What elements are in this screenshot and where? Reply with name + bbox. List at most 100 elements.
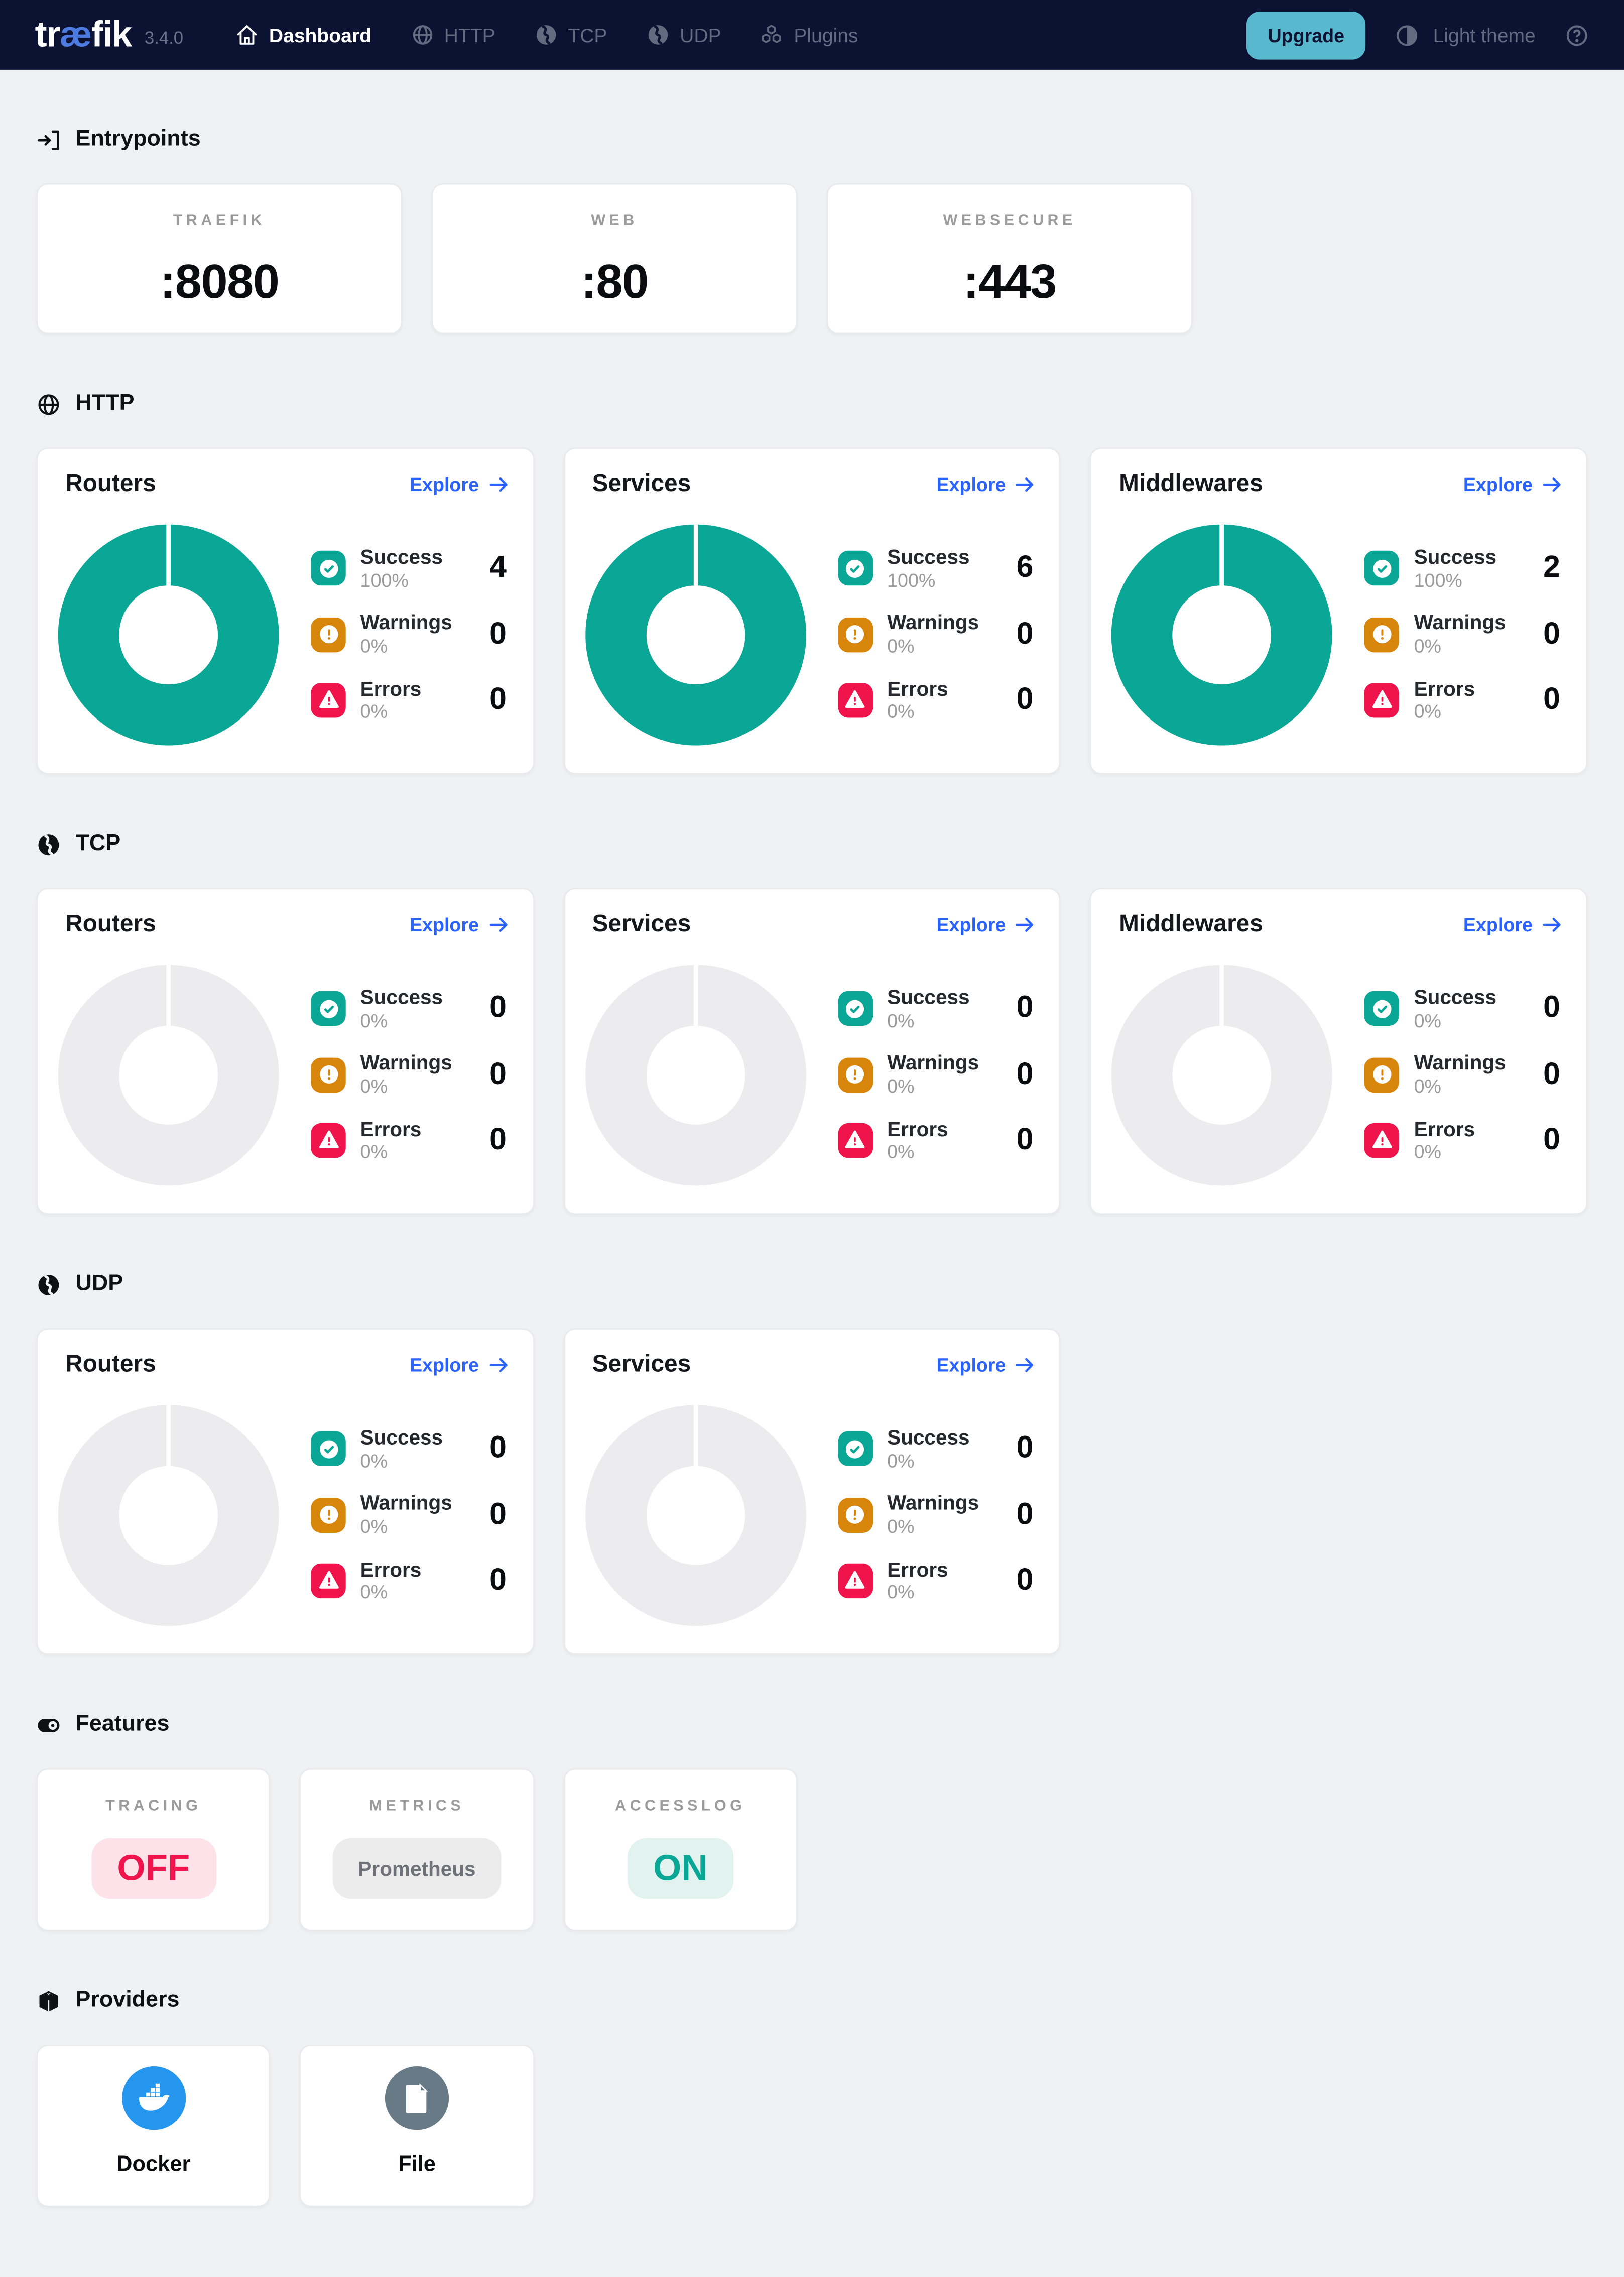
stat-percent: 0% — [360, 1009, 388, 1031]
stat-percent: 0% — [1414, 1140, 1442, 1162]
entrypoints-header: Entrypoints — [36, 127, 1588, 153]
stat-label: Errors — [1414, 676, 1475, 700]
arrow-right-icon — [1543, 917, 1561, 932]
entrypoint-name: WEB — [591, 212, 638, 230]
stat-errors: Errors 0% 0 — [837, 1557, 1033, 1604]
entrypoint-card-websecure: WEBSECURE :443 — [826, 183, 1193, 334]
error-icon — [837, 682, 873, 717]
success-icon — [311, 991, 346, 1027]
card-title: Middlewares — [1119, 470, 1263, 497]
nav-item-dashboard[interactable]: Dashboard — [235, 23, 371, 46]
stat-label: Errors — [1414, 1116, 1475, 1140]
entrypoint-port: :80 — [581, 254, 649, 308]
stats-list: Success 0% 0 Warnings 0% 0 Errors 0% — [279, 1426, 510, 1603]
theme-toggle[interactable]: Light theme — [1395, 23, 1536, 47]
donut-chart — [585, 964, 806, 1185]
stat-value: 0 — [489, 1563, 507, 1596]
traefik-logo[interactable]: træfik — [35, 14, 133, 55]
card-title: Services — [592, 470, 691, 497]
section-http: HTTP Routers Explore — [36, 391, 1588, 775]
stat-label: Warnings — [887, 1491, 979, 1515]
success-icon — [837, 1431, 873, 1467]
stat-warnings: Warnings 0% 0 — [837, 1491, 1033, 1538]
nav-item-plugins[interactable]: Plugins — [761, 23, 858, 46]
explore-link[interactable]: Explore — [409, 914, 510, 936]
stat-label: Warnings — [887, 1051, 979, 1074]
explore-link[interactable]: Explore — [410, 1354, 510, 1376]
explore-label: Explore — [936, 914, 1006, 936]
stats-list: Success 100% 6 Warnings 0% 0 Errors 0% — [806, 545, 1036, 723]
stats-list: Success 0% 0 Warnings 0% 0 Errors 0% — [806, 1426, 1036, 1603]
nav-item-tcp[interactable]: TCP — [535, 23, 607, 46]
stat-percent: 100% — [360, 569, 409, 591]
udp-grid: Routers Explore Success 0% 0 — [36, 1328, 1588, 1655]
stat-percent: 0% — [360, 1580, 388, 1602]
error-icon — [311, 682, 346, 717]
section-title: TCP — [75, 831, 121, 856]
explore-link[interactable]: Explore — [410, 473, 510, 496]
explore-link[interactable]: Explore — [936, 1354, 1036, 1376]
stat-value: 0 — [1543, 1122, 1560, 1156]
file-icon — [385, 2066, 449, 2130]
stat-value: 0 — [1543, 991, 1560, 1025]
proxy-icon — [38, 833, 59, 855]
stat-percent: 100% — [1414, 569, 1462, 591]
success-icon — [1364, 551, 1400, 586]
stat-value: 4 — [489, 551, 507, 585]
stat-value: 0 — [489, 991, 507, 1025]
entrypoint-name: WEBSECURE — [943, 212, 1076, 230]
stat-warnings: Warnings 0% 0 — [837, 1051, 1033, 1098]
feature-status-badge: OFF — [91, 1838, 216, 1899]
globe-icon — [38, 393, 59, 414]
warning-icon — [311, 1057, 346, 1092]
explore-link[interactable]: Explore — [1463, 473, 1563, 496]
card-title: Services — [592, 911, 691, 937]
explore-label: Explore — [409, 914, 479, 936]
section-title: Providers — [75, 1987, 180, 2012]
stat-warnings: Warnings 0% 0 — [311, 1051, 507, 1098]
udp-services-card: Services Explore Success 0% 0 — [563, 1328, 1061, 1655]
stat-percent: 0% — [360, 1515, 388, 1537]
docker-icon — [121, 2066, 186, 2130]
stat-warnings: Warnings 0% 0 — [1364, 1051, 1560, 1098]
donut-chart — [585, 524, 806, 745]
stat-value: 2 — [1543, 551, 1560, 585]
proxy-icon — [536, 25, 556, 45]
stat-warnings: Warnings 0% 0 — [311, 611, 507, 658]
explore-link[interactable]: Explore — [1463, 914, 1563, 936]
error-icon — [1364, 1122, 1400, 1158]
stat-warnings: Warnings 0% 0 — [837, 611, 1033, 658]
stat-label: Errors — [360, 676, 422, 700]
provider-card-docker: Docker — [36, 2044, 271, 2207]
stat-value: 0 — [1016, 991, 1034, 1025]
logo-text-2: fik — [91, 14, 133, 55]
section-title: HTTP — [75, 391, 135, 416]
logo-ae: æ — [59, 14, 92, 55]
stat-value: 0 — [1016, 1122, 1034, 1156]
providers-header: Providers — [36, 1988, 1588, 2014]
explore-link[interactable]: Explore — [936, 473, 1036, 496]
warning-icon — [837, 1497, 873, 1532]
nav-item-http[interactable]: HTTP — [411, 23, 495, 46]
warning-icon — [1364, 617, 1400, 652]
nav-item-udp[interactable]: UDP — [647, 23, 721, 46]
home-icon — [237, 25, 257, 45]
stat-label: Errors — [887, 1116, 948, 1140]
explore-label: Explore — [1463, 473, 1533, 496]
arrow-right-icon — [1543, 477, 1561, 492]
stat-value: 0 — [1016, 1431, 1034, 1466]
nav-label: Dashboard — [269, 24, 371, 46]
help-icon — [1566, 24, 1587, 45]
upgrade-button[interactable]: Upgrade — [1246, 11, 1366, 59]
feature-label: TRACING — [105, 1797, 202, 1815]
provider-name: File — [398, 2151, 436, 2177]
feature-card-tracing: TRACING OFF — [36, 1768, 271, 1931]
stat-label: Errors — [360, 1556, 422, 1581]
help-button[interactable] — [1565, 23, 1589, 47]
stat-percent: 0% — [360, 634, 388, 656]
udp-header: UDP — [36, 1271, 1588, 1297]
warning-icon — [837, 617, 873, 652]
explore-link[interactable]: Explore — [936, 914, 1036, 936]
donut-chart — [1111, 964, 1333, 1185]
package-icon — [39, 1990, 58, 2011]
